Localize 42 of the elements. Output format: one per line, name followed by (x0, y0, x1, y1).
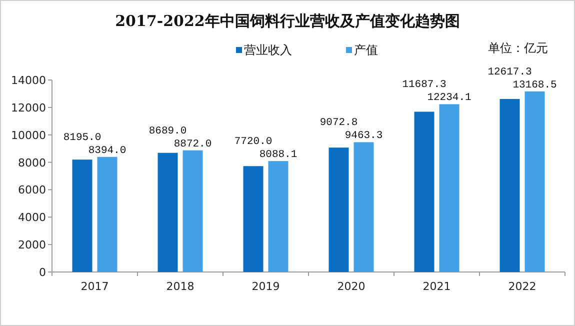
bar (72, 160, 92, 272)
bar (354, 142, 374, 272)
y-tick-label: 8000 (18, 156, 46, 170)
text: 单位：亿元 (488, 41, 548, 55)
x-tick-label: 2021 (422, 280, 451, 293)
data-label: 9072.8 (320, 117, 358, 130)
x-tick-label: 2019 (252, 280, 280, 293)
x-tick-label: 2020 (337, 280, 366, 293)
bar (268, 161, 288, 272)
y-tick-label: 14000 (11, 74, 46, 87)
x-tick-label: 2017 (80, 280, 109, 293)
x-tick-label: 2018 (166, 280, 194, 293)
bar (97, 156, 118, 272)
bar (500, 98, 520, 272)
data-label: 12234.1 (427, 92, 472, 104)
data-label: 11687.3 (402, 79, 446, 92)
bar (414, 112, 434, 272)
y-tick-label: 12000 (11, 101, 46, 114)
legend-label: 营业收入 (244, 43, 292, 57)
bar (243, 166, 264, 272)
data-label: 7720.0 (234, 136, 272, 148)
data-label: 8689.0 (148, 125, 187, 138)
bar (182, 150, 203, 272)
data-label: 12617.3 (488, 66, 532, 78)
y-tick-label: 6000 (18, 184, 46, 197)
x-tick-label: 2022 (508, 280, 536, 293)
bar (158, 152, 178, 272)
data-label: 9463.3 (344, 130, 383, 142)
data-label: 13168.5 (512, 79, 557, 92)
data-label: 8394.0 (88, 144, 126, 157)
y-tick-label: 10000 (11, 128, 46, 142)
data-label: 8872.0 (174, 138, 212, 150)
y-tick-label: 4000 (18, 211, 46, 224)
data-label: 8195.0 (63, 132, 102, 144)
data-label: 8088.1 (259, 149, 298, 162)
bar (328, 148, 349, 272)
legend-label: 产值 (354, 43, 378, 57)
y-tick-label: 2000 (18, 238, 46, 252)
bar (524, 91, 545, 272)
chart-title: 2017-2022年中国饲料行业营收及产值变化趋势图 (115, 12, 460, 30)
y-tick-label: 0 (39, 266, 46, 279)
bar (439, 104, 460, 272)
